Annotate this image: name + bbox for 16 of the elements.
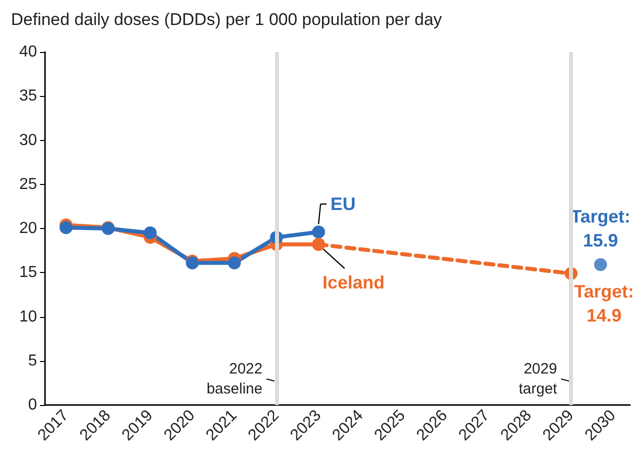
- y-tick-label: 35: [19, 88, 38, 105]
- series-label: Iceland: [322, 272, 385, 292]
- ref-line-label: 2029 target: [518, 360, 558, 398]
- chart-title: Defined daily doses (DDDs) per 1 000 population per day: [11, 10, 442, 29]
- y-tick-label: 25: [19, 176, 38, 193]
- series-label: EU: [330, 194, 356, 214]
- annotation: Target: 15.9: [570, 206, 630, 251]
- y-tick-label: 10: [19, 308, 38, 326]
- y-tick-label: 40: [19, 44, 38, 60]
- y-tick-label: 30: [19, 132, 38, 149]
- y-tick-label: 20: [19, 220, 38, 237]
- y-tick-label: 5: [28, 352, 38, 370]
- y-tick-label: 0: [28, 396, 38, 414]
- y-tick-label: 15: [19, 264, 38, 282]
- ref-line-label: 2022 baseline: [206, 360, 262, 398]
- annotation: Target: 14.9: [574, 282, 634, 326]
